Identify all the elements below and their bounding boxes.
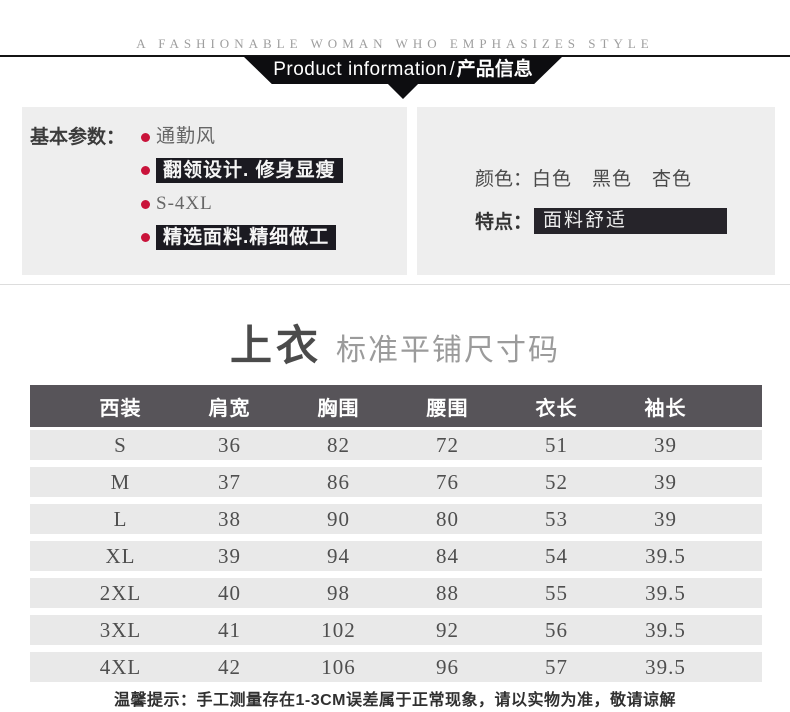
table-cell: XL [105,543,136,568]
banner-title-en: Product information [273,59,448,80]
table-cell: 55 [545,580,568,605]
table-row: XL 39 94 84 54 39.5 [30,541,762,571]
table-cell: 38 [218,506,241,531]
feature-value-bar: 面料舒适 [534,207,728,234]
color-label: 颜色： [475,169,533,190]
table-cell: 90 [327,506,350,531]
table-cell: 57 [545,654,568,679]
basic-params-label: 基本参数： [30,127,126,148]
table-cell: 106 [321,654,356,679]
table-cell: 54 [545,543,568,568]
size-section-title: 上衣 标准平铺尺寸码 [0,312,790,373]
table-cell: 88 [436,580,459,605]
bullet-icon [141,233,150,242]
size-table-header-cell: 肩宽 [208,397,251,420]
param-item: S-4XL [141,191,343,217]
table-cell: 96 [436,654,459,679]
table-cell: 80 [436,506,459,531]
table-cell: 39 [654,432,677,457]
param-item-text: 翻领设计. 修身显瘦 [156,158,343,183]
section-banner-ribbon: Product information / 产品信息 [243,56,563,99]
measurement-disclaimer-note: 温馨提示：手工测量存在1-3CM误差属于正常现象，请以实物为准，敬请谅解 [113,692,676,709]
table-cell: 41 [218,617,241,642]
table-cell: 37 [218,469,241,494]
param-item: 通勤风 [141,124,343,150]
size-table-header-cell: 袖长 [644,397,687,420]
feature-label: 特点： [475,212,533,233]
banner-separator: / [449,59,455,80]
table-cell: 86 [327,469,350,494]
size-table-header-row: 西装 肩宽 胸围 腰围 衣长 袖长 [30,385,762,427]
table-row: 3XL 41 102 92 56 39.5 [30,615,762,645]
size-table-body: S 36 82 72 51 39 M 37 86 76 52 39 L 38 90 80 53 39 XL 39 94 8… [30,430,762,682]
color-values: 白色 黑色 杏色 [532,169,693,190]
table-cell: S [114,432,127,457]
param-item-text: 精选面料.精细做工 [156,225,337,250]
section-banner-title: Product information / 产品信息 [243,56,563,84]
attributes-panel: 颜色：白色 黑色 杏色 特点： 面料舒适 [417,107,775,275]
size-chart-table: 西装 肩宽 胸围 腰围 衣长 袖长 S 36 82 72 51 39 M 37 86 76 52 39 L 38 90… [30,385,762,682]
feature-row: 特点： 面料舒适 [475,207,728,234]
table-cell: L [113,506,128,531]
table-cell: 39.5 [645,654,686,679]
table-cell: 3XL [99,617,142,642]
size-table-header-cell: 衣长 [535,397,578,420]
table-cell: 39 [654,506,677,531]
basic-params-list: 通勤风翻领设计. 修身显瘦 S-4XL 精选面料.精细做工 [141,107,343,250]
section-divider-line [0,284,790,285]
table-cell: 82 [327,432,350,457]
table-cell: 40 [218,580,241,605]
size-table-header-cell: 胸围 [317,397,360,420]
param-item-text: S-4XL [156,193,213,214]
table-row: 2XL 40 98 88 55 39.5 [30,578,762,608]
param-item: 翻领设计. 修身显瘦 [141,158,343,183]
table-cell: 36 [218,432,241,457]
table-cell: 98 [327,580,350,605]
table-row: S 36 82 72 51 39 [30,430,762,460]
table-cell: 52 [545,469,568,494]
table-cell: 42 [218,654,241,679]
bullet-icon [141,199,150,209]
size-title-subtitle: 标准平铺尺寸码 [336,334,560,367]
table-cell: 94 [327,543,350,568]
table-row: M 37 86 76 52 39 [30,467,762,497]
table-cell: 39.5 [645,543,686,568]
table-cell: 39.5 [645,617,686,642]
size-table-header-cell: 西装 [99,397,142,420]
table-cell: 72 [436,432,459,457]
size-table-header-cell: 腰围 [426,397,469,420]
size-title-main: 上衣 [229,322,322,369]
table-cell: 102 [321,617,356,642]
param-item: 精选面料.精细做工 [141,225,343,250]
table-cell: 84 [436,543,459,568]
table-cell: 4XL [99,654,142,679]
table-row: 4XL 42 106 96 57 39.5 [30,652,762,682]
table-cell: 2XL [99,580,142,605]
color-row: 颜色：白色 黑色 杏色 [475,167,692,193]
table-cell: 39 [654,469,677,494]
banner-title-zh: 产品信息 [456,59,533,80]
table-cell: 53 [545,506,568,531]
bullet-icon [141,166,150,175]
table-cell: 76 [436,469,459,494]
bullet-icon [141,132,150,142]
table-cell: 51 [545,432,568,457]
table-cell: 56 [545,617,568,642]
table-cell: M [110,469,131,494]
table-cell: 39 [218,543,241,568]
table-row: L 38 90 80 53 39 [30,504,762,534]
basic-params-panel: 基本参数： 通勤风翻领设计. 修身显瘦 S-4XL 精选面料.精细做工 [22,107,407,275]
brand-tagline: A FASHIONABLE WOMAN WHO EMPHASIZES STYLE [136,36,654,51]
table-cell: 92 [436,617,459,642]
param-item-text: 通勤风 [156,126,217,147]
table-cell: 39.5 [645,580,686,605]
